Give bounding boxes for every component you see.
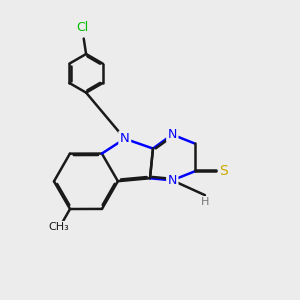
- Text: Cl: Cl: [76, 21, 88, 34]
- Text: N: N: [168, 174, 177, 187]
- Text: N: N: [168, 128, 177, 141]
- Text: CH₃: CH₃: [48, 221, 69, 232]
- Text: S: S: [220, 164, 228, 178]
- Text: N: N: [120, 132, 130, 145]
- Text: H: H: [201, 197, 209, 207]
